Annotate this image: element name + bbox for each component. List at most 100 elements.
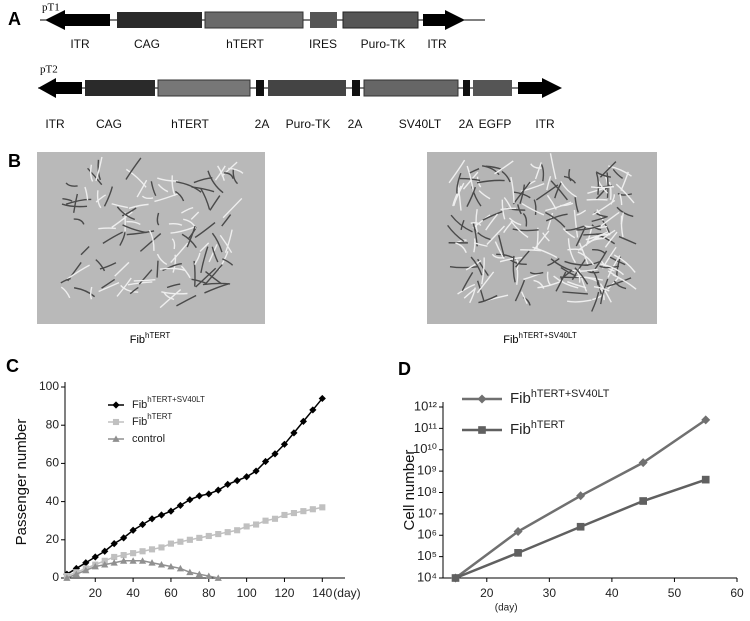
legend-entry: FibhTERT+SV40LT bbox=[510, 388, 610, 407]
point bbox=[291, 510, 297, 516]
x-tick-label: 40 bbox=[126, 586, 140, 600]
itr-arrow bbox=[423, 10, 465, 30]
element-label: ITR bbox=[535, 117, 555, 131]
point bbox=[206, 533, 212, 539]
point bbox=[514, 549, 522, 557]
point bbox=[196, 492, 203, 499]
point bbox=[149, 546, 155, 552]
y-tick-label: 10⁸ bbox=[417, 484, 437, 499]
y-axis-label: Passenger number bbox=[13, 419, 30, 546]
point bbox=[253, 521, 259, 527]
point bbox=[319, 504, 325, 510]
legend-entry: FibhTERT bbox=[510, 419, 565, 438]
point bbox=[177, 502, 184, 509]
point bbox=[205, 490, 212, 497]
legend-name: Fib bbox=[510, 390, 531, 407]
x-tick-label: 100 bbox=[237, 586, 257, 600]
element-label: Puro-TK bbox=[361, 37, 406, 51]
element-label: CAG bbox=[96, 117, 122, 131]
x-tick-label: 80 bbox=[202, 586, 216, 600]
element-label: Puro-TK bbox=[286, 117, 331, 131]
point bbox=[177, 539, 183, 545]
element bbox=[205, 12, 303, 28]
element bbox=[473, 80, 512, 96]
point bbox=[234, 477, 241, 484]
element-label: IRES bbox=[309, 37, 337, 51]
element bbox=[463, 80, 470, 96]
series-line bbox=[67, 398, 322, 574]
itr-arrow bbox=[518, 78, 562, 98]
point bbox=[215, 531, 221, 537]
point bbox=[186, 496, 193, 503]
itr-arrow bbox=[38, 78, 82, 98]
legend-entry: FibhTERT+SV40LT bbox=[132, 395, 205, 411]
point bbox=[140, 548, 146, 554]
element-label: ITR bbox=[70, 37, 90, 51]
point bbox=[452, 574, 460, 582]
point bbox=[167, 508, 174, 515]
point bbox=[139, 521, 146, 528]
y-tick-label: 10⁶ bbox=[417, 527, 437, 542]
point bbox=[158, 511, 165, 518]
element-label: CAG bbox=[134, 37, 160, 51]
y-tick-label: 10⁴ bbox=[417, 569, 437, 584]
element-label: hTERT bbox=[226, 37, 264, 51]
caption-base: Fib bbox=[503, 334, 518, 346]
cell bbox=[157, 261, 158, 278]
point bbox=[224, 481, 231, 488]
y-tick-label: 10¹¹ bbox=[414, 420, 438, 435]
point bbox=[158, 544, 164, 550]
point bbox=[225, 529, 231, 535]
legend-entry: FibhTERT bbox=[132, 412, 172, 428]
legend-marker bbox=[478, 395, 487, 404]
point bbox=[196, 535, 202, 541]
micrograph bbox=[427, 152, 657, 324]
point bbox=[702, 476, 710, 484]
legend-name-sup: hTERT bbox=[531, 419, 565, 431]
caption: FibhTERT+SV40LT bbox=[503, 331, 577, 346]
x-tick-label: 20 bbox=[89, 586, 103, 600]
point bbox=[300, 508, 306, 514]
element-label: ITR bbox=[427, 37, 447, 51]
point bbox=[187, 537, 193, 543]
element bbox=[85, 80, 155, 96]
point bbox=[168, 541, 174, 547]
point bbox=[272, 516, 278, 522]
element-label: hTERT bbox=[171, 117, 209, 131]
x-tick-label: 50 bbox=[668, 586, 682, 600]
legend-entry: control bbox=[132, 433, 165, 445]
point bbox=[215, 487, 222, 494]
point bbox=[82, 559, 89, 566]
element bbox=[352, 80, 360, 96]
caption-base: Fib bbox=[130, 334, 145, 346]
point bbox=[577, 523, 585, 531]
legend-name-sup: hTERT+SV40LT bbox=[531, 388, 610, 400]
y-tick-label: 10⁵ bbox=[417, 548, 437, 563]
element-label: 2A bbox=[255, 117, 270, 131]
x-tick-label: 140 bbox=[312, 586, 332, 600]
y-tick-label: 0 bbox=[52, 570, 59, 584]
construct-name: pT1 bbox=[42, 2, 60, 14]
point bbox=[281, 512, 287, 518]
y-tick-label: 40 bbox=[46, 494, 60, 508]
y-tick-label: 10¹² bbox=[414, 398, 438, 413]
point bbox=[130, 550, 136, 556]
cell bbox=[98, 228, 116, 229]
y-tick-label: 10⁷ bbox=[418, 505, 437, 520]
element-label: ITR bbox=[45, 117, 65, 131]
x-axis-label: (day) bbox=[333, 586, 360, 600]
caption-sup: hTERT+SV40LT bbox=[519, 331, 577, 340]
y-tick-label: 60 bbox=[46, 456, 60, 470]
point bbox=[639, 497, 647, 505]
legend-name: Fib bbox=[132, 399, 147, 411]
legend-marker bbox=[112, 401, 119, 408]
point bbox=[262, 518, 268, 524]
caption: FibhTERT bbox=[130, 331, 171, 346]
legend-name: control bbox=[132, 433, 165, 445]
element bbox=[256, 80, 264, 96]
panel-label: A bbox=[8, 9, 21, 29]
cell bbox=[517, 270, 518, 285]
panel-label: C bbox=[6, 356, 19, 376]
element-label: 2A bbox=[459, 117, 474, 131]
legend-name-sup: hTERT bbox=[147, 412, 172, 421]
